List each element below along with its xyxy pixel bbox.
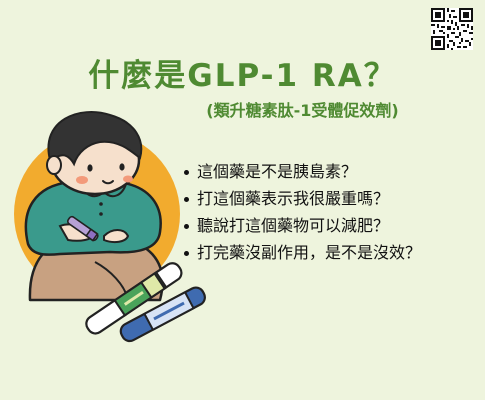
question-item: 打完藥沒副作用，是不是沒效？ <box>184 239 421 266</box>
question-text: 打這個藥表示我很嚴重嗎？ <box>197 189 390 208</box>
bullet-icon <box>184 250 189 256</box>
question-item: 這個藥是不是胰島素？ <box>184 158 421 185</box>
page-subtitle: (類升糖素肽-1受體促效劑) <box>206 101 399 120</box>
page-title: 什麼是GLP-1 RA？ <box>88 58 397 94</box>
question-list: 這個藥是不是胰島素？ 打這個藥表示我很嚴重嗎？ 聽說打這個藥物可以減肥？ 打完藥… <box>184 158 421 266</box>
question-text: 打完藥沒副作用，是不是沒效？ <box>197 243 422 262</box>
question-item: 打這個藥表示我很嚴重嗎？ <box>184 185 421 212</box>
question-item: 聽說打這個藥物可以減肥？ <box>184 212 421 239</box>
question-text: 聽說打這個藥物可以減肥？ <box>197 216 390 235</box>
bullet-icon <box>184 196 189 202</box>
qr-code-icon[interactable] <box>431 8 473 50</box>
hair <box>47 111 143 167</box>
question-text: 這個藥是不是胰島素？ <box>197 162 358 181</box>
hand-pen-icon <box>66 215 99 242</box>
injection-pen-icon <box>85 262 183 335</box>
bullet-icon <box>184 223 189 229</box>
bullet-icon <box>184 169 189 175</box>
injection-pen-icon <box>119 286 206 343</box>
